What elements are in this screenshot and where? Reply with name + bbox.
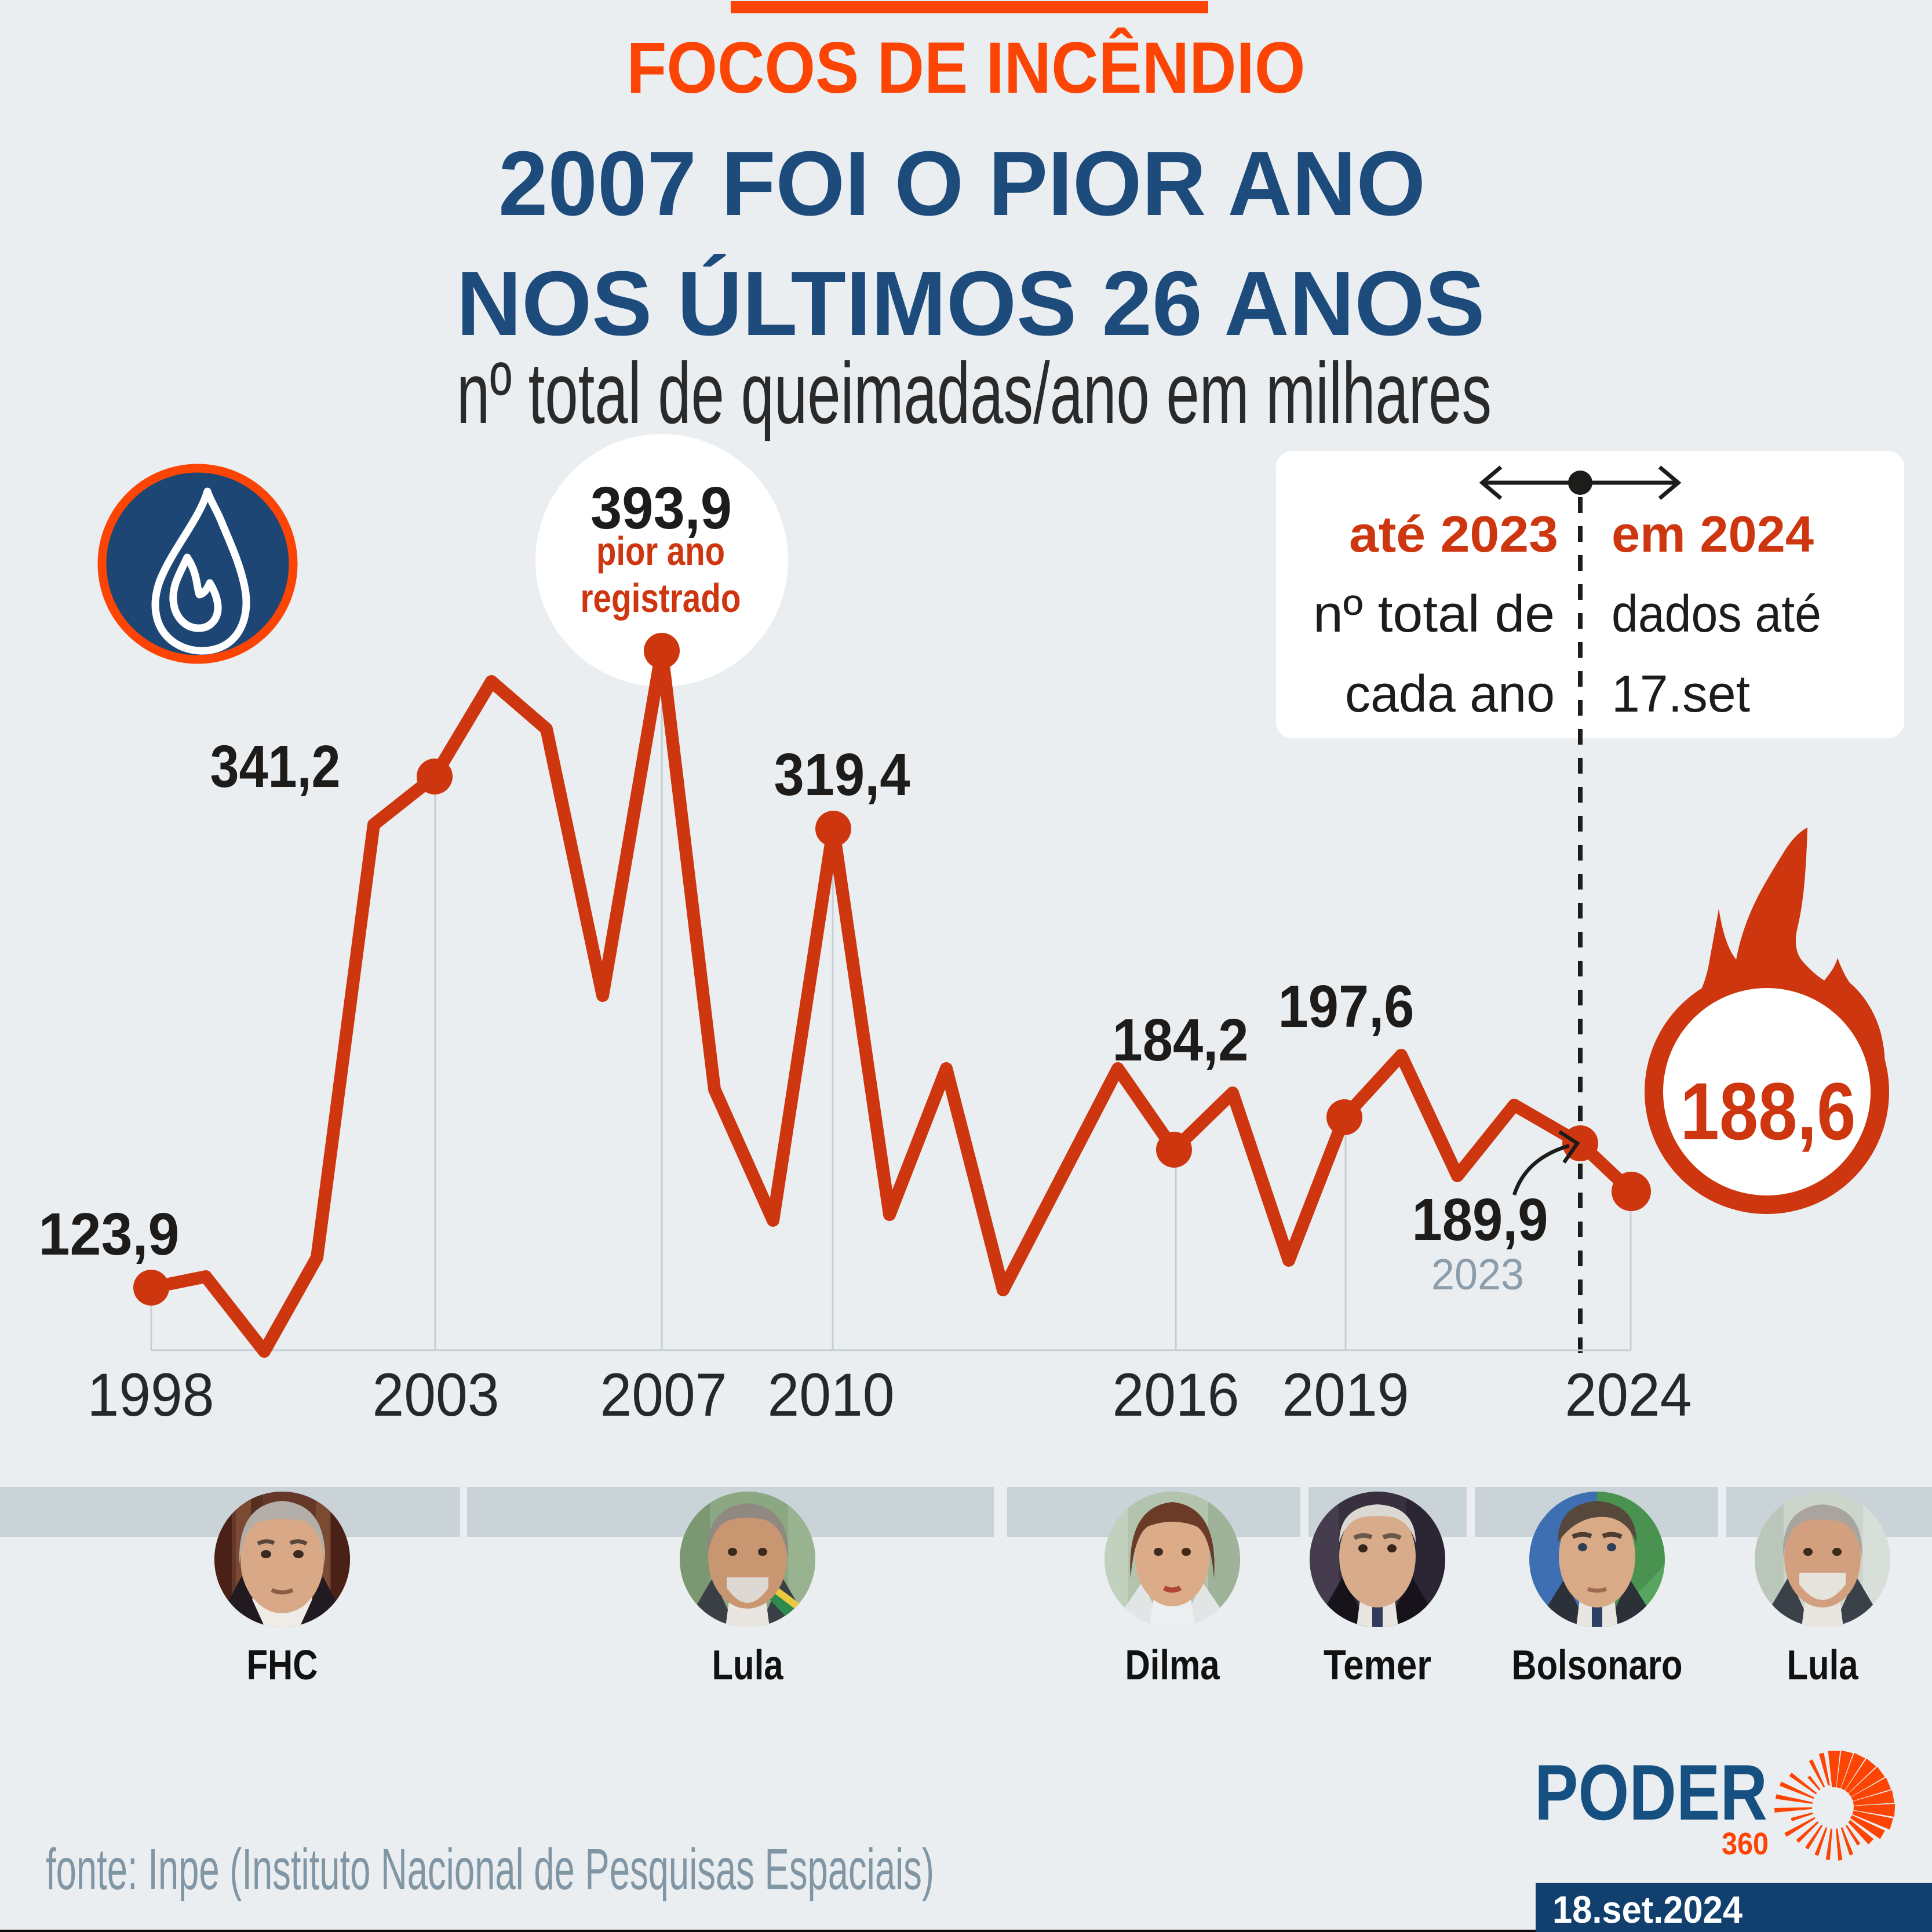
svg-text:2010: 2010: [768, 1361, 895, 1429]
svg-text:188,6: 188,6: [1681, 1066, 1856, 1157]
svg-text:2007 FOI O PIOR ANO: 2007 FOI O PIOR ANO: [498, 133, 1426, 235]
svg-text:PODER: PODER: [1534, 1748, 1767, 1836]
svg-text:2007: 2007: [600, 1361, 727, 1429]
svg-text:NOS ÚLTIMOS 26 ANOS: NOS ÚLTIMOS 26 ANOS: [457, 253, 1485, 355]
svg-text:2024: 2024: [1565, 1361, 1692, 1429]
svg-text:Dilma: Dilma: [1125, 1642, 1220, 1689]
svg-text:fonte: Inpe (Instituto Naciona: fonte: Inpe (Instituto Nacional de Pesqu…: [46, 1837, 934, 1902]
svg-text:197,6: 197,6: [1278, 973, 1415, 1040]
svg-text:17.set: 17.set: [1612, 665, 1750, 723]
svg-text:18.set.2024: 18.set.2024: [1552, 1888, 1743, 1931]
svg-text:em 2024: em 2024: [1612, 505, 1814, 563]
svg-text:até 2023: até 2023: [1349, 505, 1558, 563]
svg-text:FOCOS DE INCÊNDIO: FOCOS DE INCÊNDIO: [627, 28, 1306, 108]
svg-text:2016: 2016: [1113, 1361, 1240, 1429]
svg-text:393,9: 393,9: [590, 475, 732, 541]
svg-text:1998: 1998: [88, 1361, 214, 1429]
svg-text:Lula: Lula: [712, 1642, 784, 1689]
svg-text:2023: 2023: [1431, 1250, 1524, 1299]
svg-text:pior ano: pior ano: [596, 528, 725, 574]
svg-text:360: 360: [1722, 1827, 1769, 1861]
svg-text:dados até: dados até: [1612, 585, 1821, 643]
svg-text:319,4: 319,4: [774, 741, 910, 808]
svg-text:cada ano: cada ano: [1345, 665, 1555, 723]
svg-text:Bolsonaro: Bolsonaro: [1512, 1642, 1683, 1689]
svg-text:123,9: 123,9: [39, 1201, 180, 1267]
svg-text:registrado: registrado: [581, 575, 741, 621]
svg-text:341,2: 341,2: [210, 733, 341, 800]
svg-text:nº total de: nº total de: [1313, 585, 1555, 643]
svg-text:Lula: Lula: [1787, 1642, 1859, 1689]
svg-text:189,9: 189,9: [1412, 1186, 1548, 1253]
svg-text:FHC: FHC: [247, 1642, 318, 1689]
svg-text:184,2: 184,2: [1113, 1007, 1249, 1073]
svg-text:2019: 2019: [1282, 1361, 1409, 1429]
svg-text:nº total de queimadas/ano em m: nº total de queimadas/ano em milhares: [457, 344, 1492, 442]
svg-text:2003: 2003: [373, 1361, 500, 1429]
svg-text:Temer: Temer: [1324, 1642, 1431, 1689]
